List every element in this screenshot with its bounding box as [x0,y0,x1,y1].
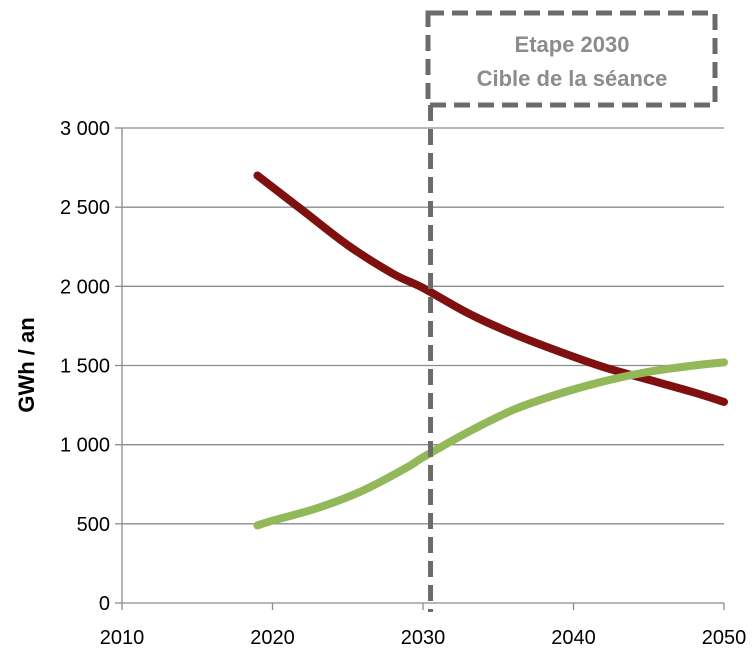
x-tick-label: 2040 [551,627,596,649]
annotation-box-border [425,10,718,108]
axes [115,127,725,610]
y-tick-label: 1 500 [60,356,110,378]
x-tick-label: 2030 [401,627,446,649]
y-axis-label: GWh / an [14,317,39,412]
y-tick-label: 0 [99,593,110,615]
series-lines [253,171,728,530]
grid-lines [122,127,724,525]
annotation-line-1: Etape 2030 [515,32,630,57]
y-tick-label: 2 000 [60,276,110,298]
x-tick-label: 2020 [250,627,295,649]
annotation-line-2: Cible de la séance [477,66,668,91]
y-tick-label: 1 000 [60,435,110,457]
x-tick-label: 2050 [702,627,747,649]
x-tick-label: 2010 [100,627,145,649]
x-tick-labels: 2010 2020 2030 2040 2050 [100,627,747,649]
y-tick-labels: 0 500 1 000 1 500 2 000 2 500 3 000 [60,118,110,615]
y-tick-label: 500 [77,514,110,536]
series-line-1 [253,171,728,406]
annotation-box: Etape 2030 Cible de la séance [425,10,718,108]
series-line-2 [253,358,728,530]
y-tick-label: 3 000 [60,118,110,140]
y-tick-label: 2 500 [60,197,110,219]
